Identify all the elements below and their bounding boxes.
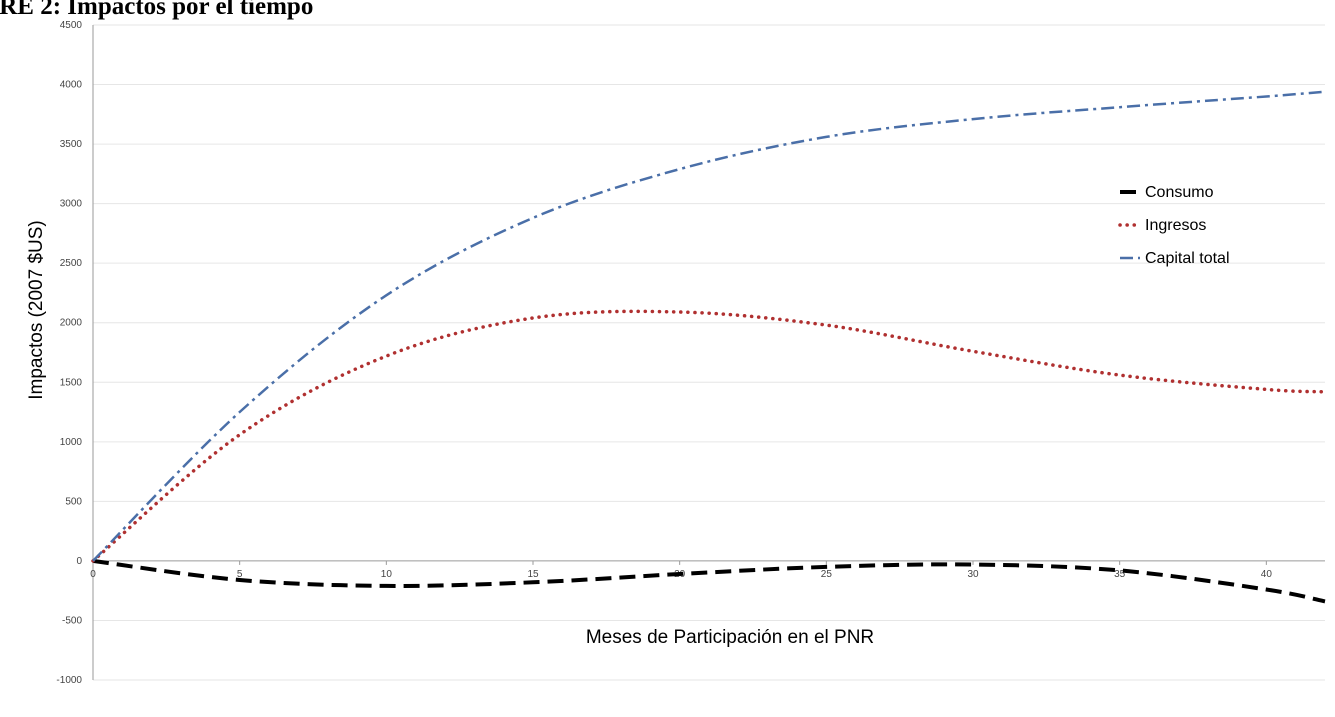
- series-line-ingresos: [91, 309, 1327, 563]
- y-tick-label: -500: [62, 615, 82, 626]
- x-axis-label: Meses de Participación en el PNR: [586, 627, 874, 648]
- y-tick-label: 2000: [60, 318, 83, 329]
- y-tick-label: 1500: [60, 377, 83, 388]
- y-tick-label: 2500: [60, 258, 83, 269]
- y-tick-label: 1000: [60, 437, 83, 448]
- legend-label: Capital total: [1145, 250, 1230, 267]
- x-tick-label: 15: [527, 569, 539, 580]
- y-tick-label: 0: [76, 556, 82, 567]
- y-tick-label: 4000: [60, 80, 83, 91]
- y-tick-label: 500: [65, 496, 82, 507]
- legend-label: Ingresos: [1145, 217, 1206, 234]
- x-tick-label: 30: [967, 569, 979, 580]
- y-axis-label: Impactos (2007 $US): [26, 220, 47, 400]
- y-tick-label: 3500: [60, 139, 83, 150]
- x-tick-label: 25: [821, 569, 833, 580]
- x-tick-label: 40: [1261, 569, 1273, 580]
- x-tick-label: 5: [237, 569, 243, 580]
- series-line-consumo: [92, 558, 1326, 604]
- y-tick-label: 4500: [60, 20, 83, 31]
- x-tick-label: 0: [90, 569, 96, 580]
- y-tick-label: 3000: [60, 199, 83, 210]
- y-tick-label: -1000: [56, 675, 82, 686]
- grid: [92, 24, 1325, 681]
- x-tick-label: 10: [381, 569, 393, 580]
- series-line-capital-total: [92, 90, 1326, 562]
- x-tick-label: 35: [1114, 569, 1126, 580]
- legend: Consumo Ingresos Capital total: [1118, 184, 1230, 267]
- legend-label: Consumo: [1145, 184, 1214, 201]
- y-tick-labels: -1000 -500 0 500 1000 1500 2000 2500 3000 3500 400…: [56, 20, 82, 686]
- series-lines: [91, 90, 1327, 604]
- figure-title: IGURE 2: Impactos por el tiempo: [0, 0, 314, 20]
